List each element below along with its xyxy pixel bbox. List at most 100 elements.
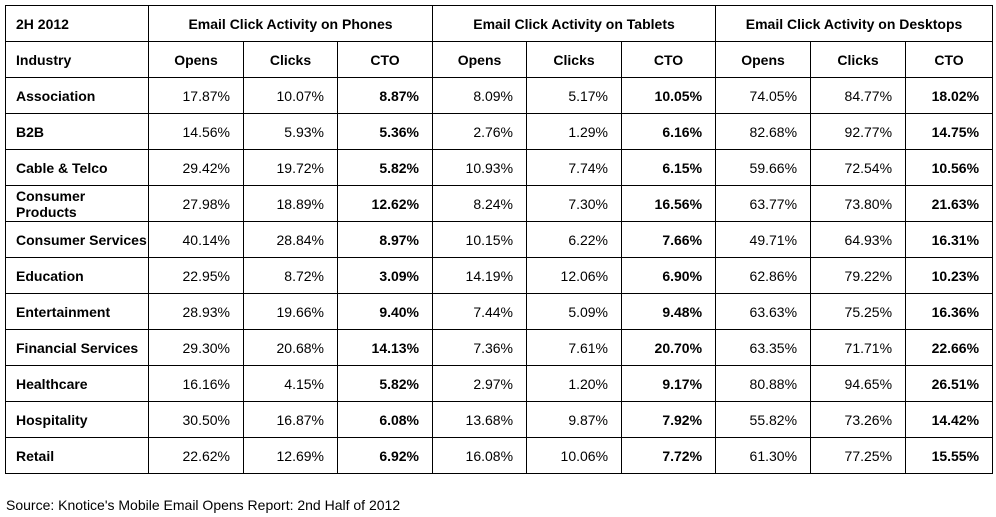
phones-opens-cell: 16.16% bbox=[148, 365, 244, 402]
desktops-opens-header: Opens bbox=[715, 41, 812, 78]
phones-cto-cell: 9.40% bbox=[336, 293, 434, 330]
phones-cto-cell: 6.08% bbox=[336, 401, 434, 438]
desktops-clicks-cell: 73.26% bbox=[810, 401, 907, 438]
tablets-opens-cell: 14.19% bbox=[432, 257, 528, 294]
tablets-cto-cell: 6.90% bbox=[621, 257, 717, 294]
phones-clicks-cell: 5.93% bbox=[243, 113, 338, 150]
table-row: Cable & Telco 29.42% 19.72% 5.82% 10.93% 7.74… bbox=[5, 149, 994, 186]
desktops-opens-cell: 63.63% bbox=[715, 293, 812, 330]
desktops-cto-cell: 10.23% bbox=[905, 257, 994, 294]
email-click-activity-table: 2H 2012 Email Click Activity on Phones E… bbox=[5, 5, 994, 474]
group-header-tablets: Email Click Activity on Tablets bbox=[432, 5, 717, 42]
phones-clicks-cell: 8.72% bbox=[243, 257, 338, 294]
table-row: B2B 14.56% 5.93% 5.36% 2.76% 1.29% 6.16% 82.68%… bbox=[5, 113, 994, 150]
tablets-opens-header: Opens bbox=[432, 41, 528, 78]
desktops-opens-cell: 82.68% bbox=[715, 113, 812, 150]
desktops-cto-cell: 16.36% bbox=[905, 293, 994, 330]
table-body: 2H 2012 Email Click Activity on Phones E… bbox=[5, 5, 994, 474]
phones-cto-cell: 12.62% bbox=[336, 185, 434, 222]
tablets-clicks-cell: 7.30% bbox=[526, 185, 623, 222]
phones-clicks-cell: 28.84% bbox=[243, 221, 338, 258]
table-row: Retail 22.62% 12.69% 6.92% 16.08% 10.06% 7.72%… bbox=[5, 437, 994, 474]
tablets-opens-cell: 8.09% bbox=[432, 77, 528, 114]
desktops-opens-cell: 59.66% bbox=[715, 149, 812, 186]
industry-cell: Consumer Services bbox=[5, 221, 149, 258]
tablets-cto-cell: 20.70% bbox=[621, 329, 717, 366]
tablets-opens-cell: 7.44% bbox=[432, 293, 528, 330]
phones-cto-cell: 6.92% bbox=[336, 437, 434, 474]
group-header-phones: Email Click Activity on Phones bbox=[147, 5, 434, 42]
phones-opens-cell: 14.56% bbox=[148, 113, 244, 150]
tablets-cto-cell: 10.05% bbox=[621, 77, 717, 114]
tablets-clicks-cell: 9.87% bbox=[526, 401, 623, 438]
tablets-cto-cell: 16.56% bbox=[621, 185, 717, 222]
desktops-opens-cell: 49.71% bbox=[715, 221, 812, 258]
phones-opens-header: Opens bbox=[148, 41, 244, 78]
tablets-clicks-header: Clicks bbox=[526, 41, 623, 78]
group-header-desktops: Email Click Activity on Desktops bbox=[715, 5, 994, 42]
desktops-opens-cell: 61.30% bbox=[715, 437, 812, 474]
tablets-opens-cell: 13.68% bbox=[432, 401, 528, 438]
phones-cto-cell: 5.82% bbox=[336, 149, 434, 186]
phones-clicks-cell: 10.07% bbox=[243, 77, 338, 114]
tablets-cto-cell: 6.16% bbox=[621, 113, 717, 150]
industry-cell: B2B bbox=[5, 113, 149, 150]
phones-cto-header: CTO bbox=[336, 41, 434, 78]
desktops-cto-cell: 26.51% bbox=[905, 365, 994, 402]
tablets-clicks-cell: 7.74% bbox=[526, 149, 623, 186]
table-row: Healthcare 16.16% 4.15% 5.82% 2.97% 1.20% 9.17… bbox=[5, 365, 994, 402]
table-row: Financial Services 29.30% 20.68% 14.13% 7.36… bbox=[5, 329, 994, 366]
tablets-cto-cell: 6.15% bbox=[621, 149, 717, 186]
tablets-clicks-cell: 6.22% bbox=[526, 221, 623, 258]
tablets-clicks-cell: 5.17% bbox=[526, 77, 623, 114]
phones-clicks-cell: 12.69% bbox=[243, 437, 338, 474]
phones-opens-cell: 17.87% bbox=[148, 77, 244, 114]
phones-opens-cell: 28.93% bbox=[148, 293, 244, 330]
column-header-row: Industry Opens Clicks CTO Opens Clicks C… bbox=[5, 41, 994, 78]
desktops-opens-cell: 63.35% bbox=[715, 329, 812, 366]
industry-cell: Healthcare bbox=[5, 365, 149, 402]
phones-opens-cell: 29.42% bbox=[148, 149, 244, 186]
table-row: Association 17.87% 10.07% 8.87% 8.09% 5.17% 10… bbox=[5, 77, 994, 114]
industry-cell: Hospitality bbox=[5, 401, 149, 438]
desktops-clicks-cell: 73.80% bbox=[810, 185, 907, 222]
phones-clicks-cell: 18.89% bbox=[243, 185, 338, 222]
source-note: Source: Knotice's Mobile Email Opens Rep… bbox=[6, 497, 401, 513]
desktops-clicks-cell: 79.22% bbox=[810, 257, 907, 294]
phones-clicks-cell: 20.68% bbox=[243, 329, 338, 366]
phones-cto-cell: 3.09% bbox=[336, 257, 434, 294]
tablets-clicks-cell: 5.09% bbox=[526, 293, 623, 330]
phones-opens-cell: 40.14% bbox=[148, 221, 244, 258]
phones-clicks-cell: 16.87% bbox=[243, 401, 338, 438]
desktops-opens-cell: 62.86% bbox=[715, 257, 812, 294]
tablets-opens-cell: 7.36% bbox=[432, 329, 528, 366]
table-row: Entertainment 28.93% 19.66% 9.40% 7.44% 5.09%… bbox=[5, 293, 994, 330]
tablets-cto-cell: 7.72% bbox=[621, 437, 717, 474]
phones-opens-cell: 22.62% bbox=[148, 437, 244, 474]
phones-cto-cell: 5.82% bbox=[336, 365, 434, 402]
desktops-clicks-cell: 94.65% bbox=[810, 365, 907, 402]
tablets-clicks-cell: 10.06% bbox=[526, 437, 623, 474]
industry-cell: Association bbox=[5, 77, 149, 114]
desktops-cto-header: CTO bbox=[905, 41, 994, 78]
tablets-cto-cell: 9.48% bbox=[621, 293, 717, 330]
tablets-opens-cell: 10.15% bbox=[432, 221, 528, 258]
desktops-clicks-cell: 64.93% bbox=[810, 221, 907, 258]
desktops-opens-cell: 74.05% bbox=[715, 77, 812, 114]
desktops-cto-cell: 22.66% bbox=[905, 329, 994, 366]
desktops-clicks-cell: 84.77% bbox=[810, 77, 907, 114]
tablets-opens-cell: 8.24% bbox=[432, 185, 528, 222]
desktops-clicks-cell: 72.54% bbox=[810, 149, 907, 186]
desktops-opens-cell: 63.77% bbox=[715, 185, 812, 222]
phones-clicks-cell: 19.66% bbox=[243, 293, 338, 330]
industry-cell: Financial Services bbox=[5, 329, 149, 366]
phones-clicks-cell: 19.72% bbox=[243, 149, 338, 186]
tablets-cto-header: CTO bbox=[621, 41, 717, 78]
period-label: 2H 2012 bbox=[5, 5, 149, 42]
table-row: Consumer Services 40.14% 28.84% 8.97% 10.15%… bbox=[5, 221, 994, 258]
group-header-row: 2H 2012 Email Click Activity on Phones E… bbox=[5, 5, 994, 42]
desktops-opens-cell: 55.82% bbox=[715, 401, 812, 438]
tablets-cto-cell: 7.92% bbox=[621, 401, 717, 438]
phones-cto-cell: 8.97% bbox=[336, 221, 434, 258]
desktops-cto-cell: 14.42% bbox=[905, 401, 994, 438]
